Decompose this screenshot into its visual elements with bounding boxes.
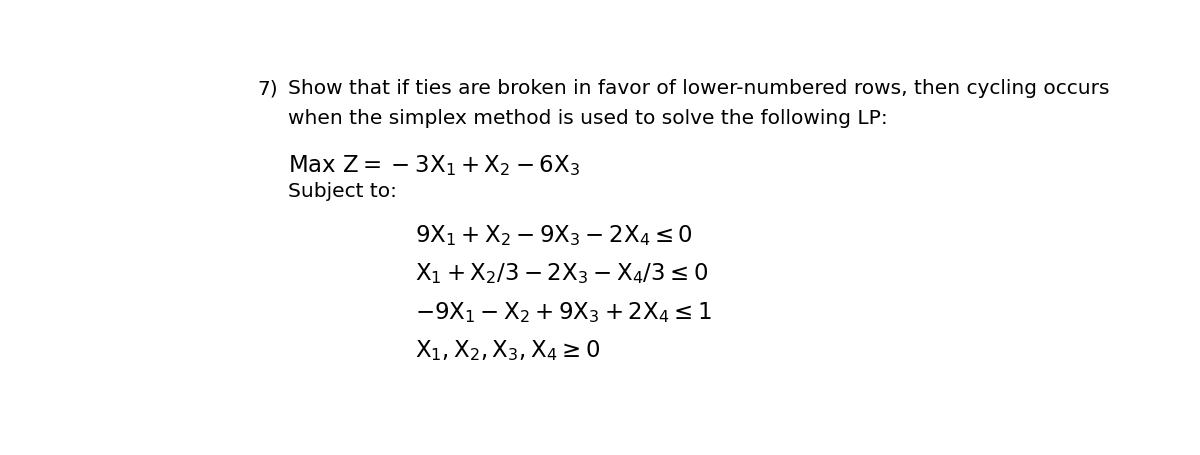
Text: $\mathrm{{-9X_1 - X_2 + 9X_3 + 2X_4 \leq 1}}$: $\mathrm{{-9X_1 - X_2 + 9X_3 + 2X_4 \leq… — [415, 300, 712, 325]
Text: 7): 7) — [257, 79, 277, 98]
Text: Subject to:: Subject to: — [288, 182, 397, 202]
Text: $\mathrm{9X_1 + X_2 - 9X_3 - 2X_4 \leq 0}$: $\mathrm{9X_1 + X_2 - 9X_3 - 2X_4 \leq 0… — [415, 223, 692, 248]
Text: $\mathrm{X_1 + X_2/3 - 2X_3 - X_4/3 \leq 0}$: $\mathrm{X_1 + X_2/3 - 2X_3 - X_4/3 \leq… — [415, 261, 708, 286]
Text: $\mathrm{X_1, X_2, X_3, X_4 \geq 0}$: $\mathrm{X_1, X_2, X_3, X_4 \geq 0}$ — [415, 339, 600, 363]
Text: when the simplex method is used to solve the following LP:: when the simplex method is used to solve… — [288, 109, 887, 128]
Text: Show that if ties are broken in favor of lower-numbered rows, then cycling occur: Show that if ties are broken in favor of… — [288, 79, 1109, 98]
Text: $\mathrm{Max\ Z = -3X_1 + X_2 - 6X_3}$: $\mathrm{Max\ Z = -3X_1 + X_2 - 6X_3}$ — [288, 153, 580, 177]
